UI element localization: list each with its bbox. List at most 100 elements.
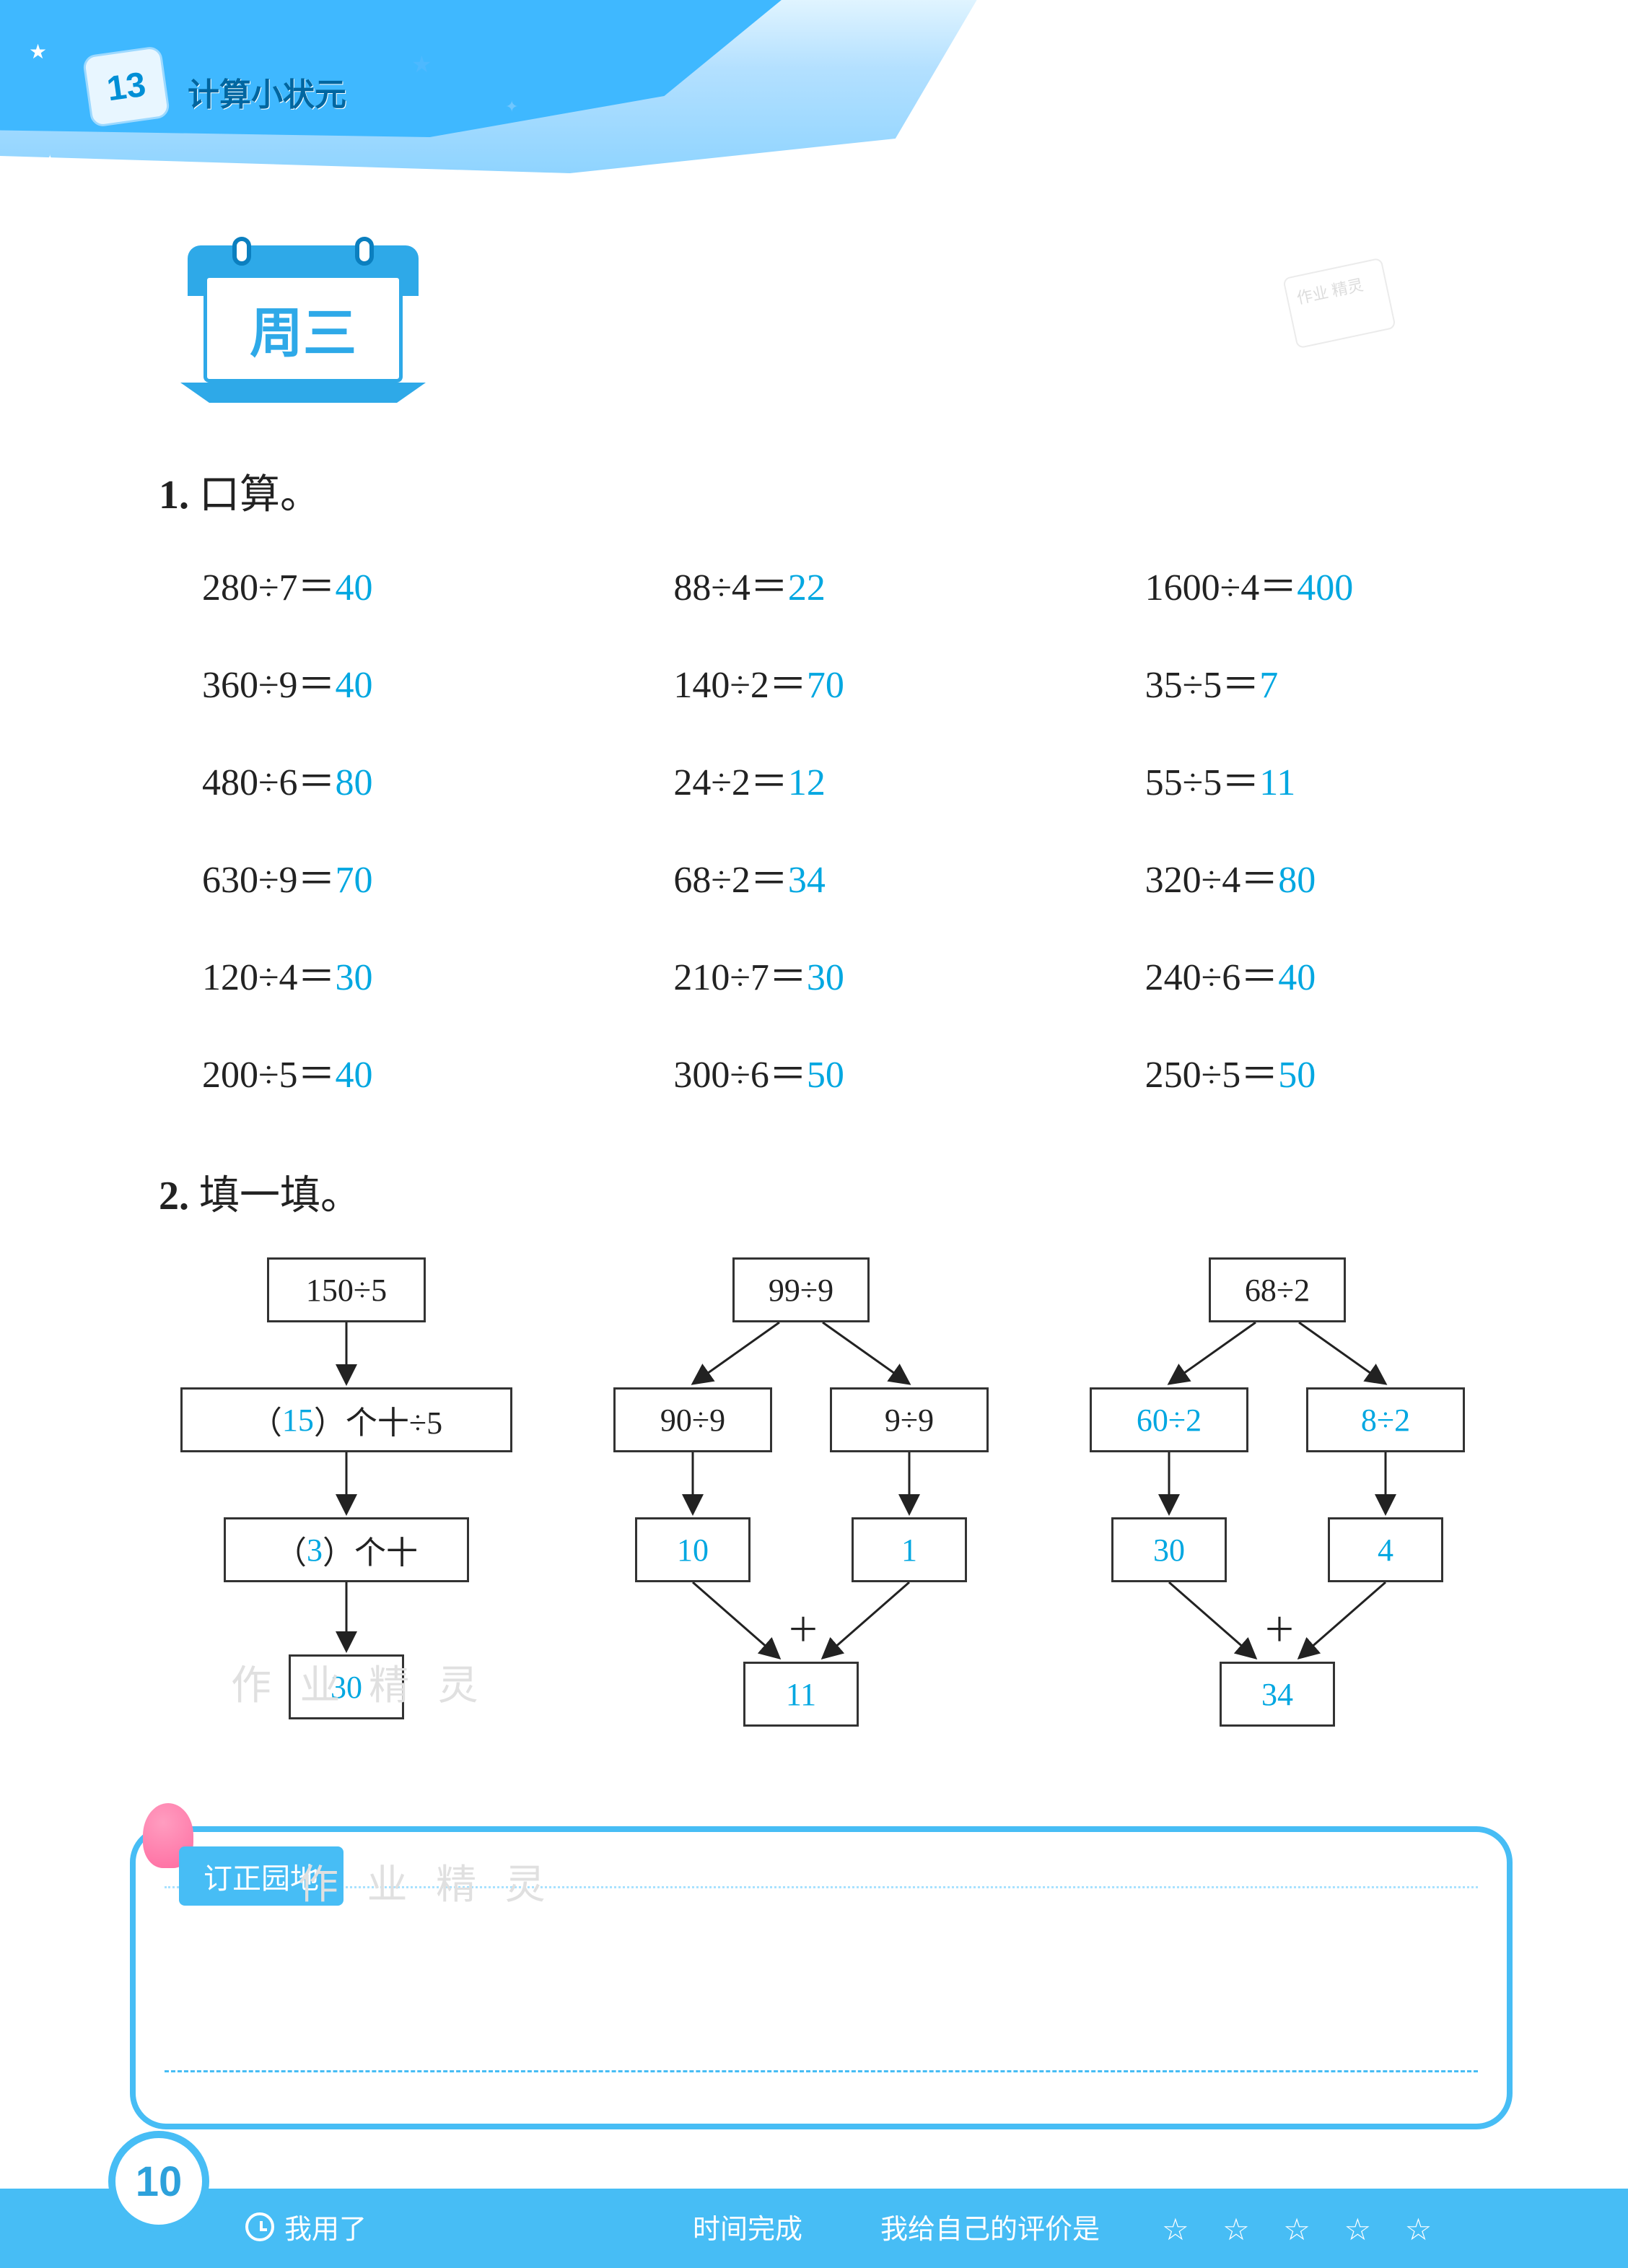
calc-cell: 480÷6＝80 bbox=[202, 751, 529, 806]
section1-label: 口算。 bbox=[199, 473, 320, 518]
flowB-l1: 90÷9 bbox=[613, 1387, 772, 1452]
watermark-stamp: 作业 精灵 bbox=[1282, 258, 1396, 349]
section2-title: 2. 填一填。 bbox=[159, 1163, 1472, 1221]
calc-question: 250÷5＝ bbox=[1145, 1055, 1279, 1096]
footer-used: 我用了 bbox=[245, 2207, 367, 2246]
calc-question: 360÷9＝ bbox=[202, 665, 336, 706]
calc-question: 320÷4＝ bbox=[1145, 860, 1279, 901]
calc-answer: 80 bbox=[1278, 860, 1316, 901]
flowC-l2: 30 bbox=[1111, 1517, 1227, 1582]
flowC-plus: ＋ bbox=[1263, 1604, 1296, 1652]
flowB-sum: 11 bbox=[743, 1662, 859, 1727]
calc-answer: 12 bbox=[788, 762, 826, 803]
calc-question: 55÷5＝ bbox=[1145, 762, 1260, 803]
calc-answer: 400 bbox=[1297, 567, 1353, 609]
calc-cell: 630÷9＝70 bbox=[202, 849, 529, 903]
footer-stars: ☆ ☆ ☆ ☆ ☆ bbox=[1162, 2212, 1445, 2248]
calc-answer: 70 bbox=[807, 665, 844, 706]
calc-cell: 240÷6＝40 bbox=[1145, 946, 1472, 1000]
flowB-r2: 1 bbox=[852, 1517, 967, 1582]
correction-panel: 订正园地 作 业 精 灵 bbox=[130, 1826, 1513, 2129]
calc-answer: 40 bbox=[336, 1055, 373, 1096]
calc-answer: 50 bbox=[807, 1055, 844, 1096]
calc-question: 140÷2＝ bbox=[673, 665, 807, 706]
calc-cell: 1600÷4＝400 bbox=[1145, 557, 1472, 611]
calc-question: 480÷6＝ bbox=[202, 762, 336, 803]
calc-cell: 24÷2＝12 bbox=[673, 751, 1000, 806]
footer-done: 时间完成 bbox=[693, 2207, 802, 2246]
calc-question: 300÷6＝ bbox=[673, 1055, 807, 1096]
calc-question: 200÷5＝ bbox=[202, 1055, 336, 1096]
calculation-grid: 280÷7＝4088÷4＝221600÷4＝400360÷9＝40140÷2＝7… bbox=[202, 557, 1472, 1098]
calc-answer: 40 bbox=[336, 567, 373, 609]
clock-icon bbox=[245, 2212, 274, 2241]
calc-answer: 80 bbox=[336, 762, 373, 803]
calc-cell: 35÷5＝7 bbox=[1145, 654, 1472, 708]
calc-answer: 22 bbox=[788, 567, 826, 609]
calc-answer: 30 bbox=[807, 957, 844, 998]
calc-question: 68÷2＝ bbox=[673, 860, 788, 901]
calc-cell: 68÷2＝34 bbox=[673, 849, 1000, 903]
calc-cell: 300÷6＝50 bbox=[673, 1044, 1000, 1098]
flowC-top: 68÷2 bbox=[1209, 1257, 1346, 1322]
calc-question: 88÷4＝ bbox=[673, 567, 788, 609]
calc-question: 240÷6＝ bbox=[1145, 957, 1279, 998]
flowchart-b: 99÷9 90÷9 9÷9 10 1 ＋ 11 bbox=[613, 1257, 989, 1806]
book-title: 计算小状元 bbox=[188, 69, 346, 115]
calc-answer: 40 bbox=[336, 665, 373, 706]
calc-answer: 70 bbox=[336, 860, 373, 901]
calc-question: 24÷2＝ bbox=[673, 762, 788, 803]
flowC-sum: 34 bbox=[1220, 1662, 1335, 1727]
page-number: 10 bbox=[108, 2131, 209, 2232]
calc-answer: 30 bbox=[336, 957, 373, 998]
watermark-text: 作 业 精 灵 bbox=[231, 1653, 487, 1711]
section2-label: 填一填。 bbox=[199, 1174, 361, 1218]
section1-title: 1. 口算。 bbox=[159, 462, 1472, 520]
calc-question: 280÷7＝ bbox=[202, 567, 336, 609]
calc-cell: 320÷4＝80 bbox=[1145, 849, 1472, 903]
flowchart-c: 68÷2 60÷2 8÷2 30 4 ＋ 34 bbox=[1090, 1257, 1465, 1806]
flowB-top: 99÷9 bbox=[732, 1257, 870, 1322]
day-label: 周三 bbox=[250, 290, 356, 367]
calc-cell: 200÷5＝40 bbox=[202, 1044, 529, 1098]
calc-answer: 50 bbox=[1278, 1055, 1316, 1096]
calc-cell: 120÷4＝30 bbox=[202, 946, 529, 1000]
section1-number: 1. bbox=[159, 473, 189, 518]
calc-cell: 210÷7＝30 bbox=[673, 946, 1000, 1000]
calc-cell: 360÷9＝40 bbox=[202, 654, 529, 708]
flowC-l1: 60÷2 bbox=[1090, 1387, 1248, 1452]
flowC-r2: 4 bbox=[1328, 1517, 1443, 1582]
main-content: 1. 口算。 280÷7＝4088÷4＝221600÷4＝400360÷9＝40… bbox=[159, 462, 1472, 1806]
flowA-box2: （ 15 ）个十÷5 bbox=[180, 1387, 512, 1452]
flowB-r1: 9÷9 bbox=[830, 1387, 989, 1452]
flowB-plus: ＋ bbox=[787, 1604, 820, 1652]
calc-cell: 55÷5＝11 bbox=[1145, 751, 1472, 806]
calc-cell: 250÷5＝50 bbox=[1145, 1044, 1472, 1098]
calc-question: 210÷7＝ bbox=[673, 957, 807, 998]
star-icon: ★ bbox=[29, 40, 47, 64]
calc-cell: 88÷4＝22 bbox=[673, 557, 1000, 611]
flowA-box1: 150÷5 bbox=[267, 1257, 426, 1322]
dice-badge: 13 bbox=[82, 45, 171, 128]
calc-cell: 140÷2＝70 bbox=[673, 654, 1000, 708]
footer-rate-label: 我给自己的评价是 bbox=[880, 2207, 1100, 2246]
calc-answer: 34 bbox=[788, 860, 826, 901]
flowchart-a: 150÷5 （ 15 ）个十÷5 （ 3 ）个十 30 bbox=[180, 1257, 512, 1792]
calc-answer: 7 bbox=[1259, 665, 1278, 706]
day-badge: 周三 bbox=[188, 245, 419, 404]
flowA-box3: （ 3 ）个十 bbox=[224, 1517, 469, 1582]
flowB-l2: 10 bbox=[635, 1517, 750, 1582]
flowC-r1: 8÷2 bbox=[1306, 1387, 1465, 1452]
section2-number: 2. bbox=[159, 1174, 189, 1218]
star-icon: ★ bbox=[411, 51, 432, 78]
calc-cell: 280÷7＝40 bbox=[202, 557, 529, 611]
calc-question: 120÷4＝ bbox=[202, 957, 336, 998]
calc-question: 35÷5＝ bbox=[1145, 665, 1260, 706]
flowcharts: 150÷5 （ 15 ）个十÷5 （ 3 ）个十 30 bbox=[180, 1257, 1472, 1806]
star-icon: ✦ bbox=[505, 97, 518, 116]
star-icon: ✦ bbox=[43, 152, 56, 170]
calc-question: 630÷9＝ bbox=[202, 860, 336, 901]
calc-answer: 11 bbox=[1259, 762, 1295, 803]
calc-answer: 40 bbox=[1278, 957, 1316, 998]
dice-label: 13 bbox=[105, 64, 149, 109]
